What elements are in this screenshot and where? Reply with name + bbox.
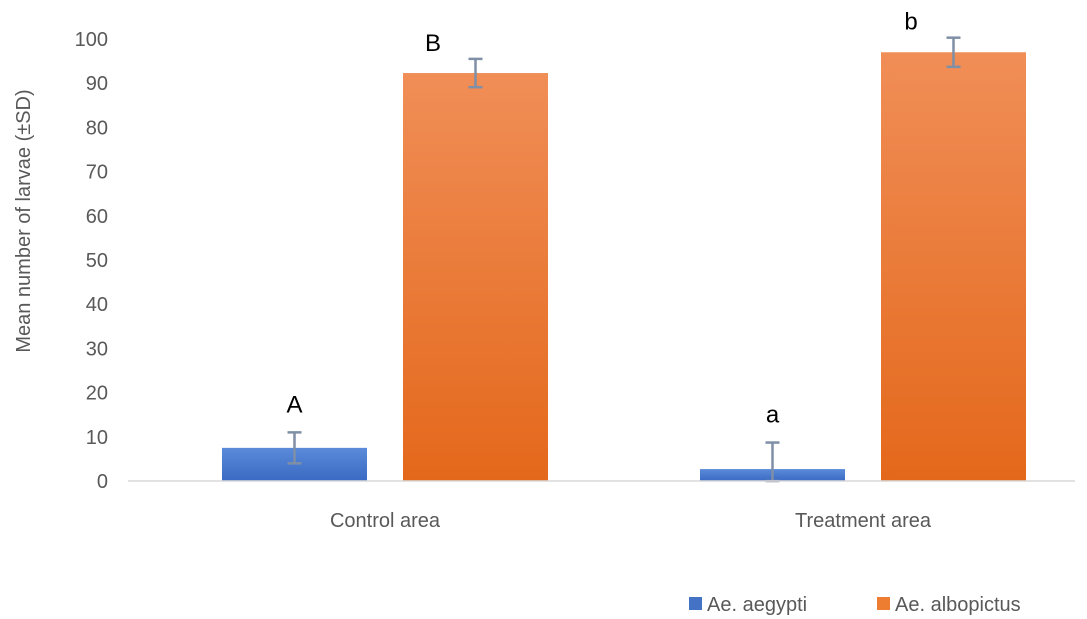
legend: Ae. aegypti Ae. albopictus (689, 594, 1021, 616)
legend-swatch (877, 597, 890, 610)
legend-label: Ae. albopictus (895, 594, 1021, 616)
error-bar (468, 57, 483, 89)
significance-letter: B (425, 30, 441, 57)
significance-letter: b (904, 9, 917, 36)
y-tick-label: 40 (86, 294, 108, 316)
x-category-label: Control area (330, 510, 441, 532)
y-tick-label: 30 (86, 338, 108, 360)
y-tick-label: 60 (86, 206, 108, 228)
x-axis-categories: Control area Treatment area (330, 510, 932, 532)
y-tick-label: 70 (86, 162, 108, 184)
y-tick-label: 0 (97, 471, 108, 493)
y-tick-label: 100 (75, 29, 108, 51)
y-tick-label: 10 (86, 427, 108, 449)
y-tick-label: 50 (86, 250, 108, 272)
significance-letter: a (766, 402, 780, 429)
y-tick-label: 80 (86, 117, 108, 139)
error-bar (946, 36, 961, 69)
bars: A Ba b (222, 9, 1026, 483)
bar-ae-albopictus-0 (403, 73, 548, 481)
error-bar (287, 431, 302, 465)
y-axis-ticks: 0 10 20 30 40 50 60 70 80 90 100 (75, 29, 108, 493)
y-axis-label: Mean number of larvae (±SD) (13, 89, 35, 352)
significance-letter: A (286, 391, 302, 418)
y-tick-label: 90 (86, 73, 108, 95)
y-tick-label: 20 (86, 383, 108, 405)
bar-ae-albopictus-1 (881, 52, 1026, 481)
x-category-label: Treatment area (795, 510, 932, 532)
legend-swatch (689, 597, 702, 610)
legend-label: Ae. aegypti (707, 594, 807, 616)
